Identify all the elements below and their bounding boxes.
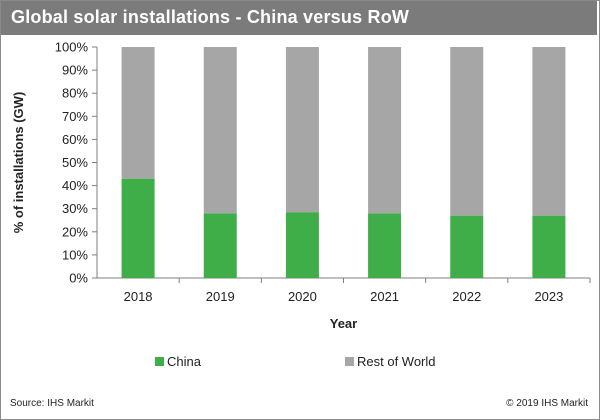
legend-rest-of-world-swatch bbox=[345, 357, 354, 366]
bar-china-2023 bbox=[532, 215, 566, 278]
y-tick-label: 60% bbox=[62, 132, 88, 147]
copyright-note: © 2019 IHS Markit bbox=[506, 398, 588, 409]
x-tick-label-2021: 2021 bbox=[370, 289, 399, 304]
y-tick-label: 70% bbox=[62, 109, 88, 124]
bar-china-2021 bbox=[368, 213, 402, 278]
x-tick-label-2018: 2018 bbox=[124, 289, 153, 304]
y-tick-label: 80% bbox=[62, 86, 88, 101]
legend-china-swatch bbox=[155, 357, 164, 366]
bar-rest-of-world-2023 bbox=[532, 47, 566, 216]
bar-rest-of-world-2020 bbox=[285, 47, 319, 213]
title-bar: Global solar installations - China versu… bbox=[1, 1, 597, 35]
y-tick-label: 40% bbox=[62, 178, 88, 193]
bar-rest-of-world-2021 bbox=[368, 47, 402, 214]
y-tick-label: 50% bbox=[62, 155, 88, 170]
y-tick-label: 90% bbox=[62, 63, 88, 78]
bar-rest-of-world-2018 bbox=[121, 47, 155, 179]
legend-china-label: China bbox=[167, 354, 202, 369]
bar-china-2022 bbox=[450, 215, 484, 278]
chart-title: Global solar installations - China versu… bbox=[11, 7, 410, 27]
bar-rest-of-world-2022 bbox=[450, 47, 484, 216]
y-tick-label: 30% bbox=[62, 201, 88, 216]
x-axis-title: Year bbox=[330, 316, 357, 331]
x-tick-label-2023: 2023 bbox=[534, 289, 563, 304]
bar-rest-of-world-2019 bbox=[203, 47, 237, 214]
y-axis-title: % of installations (GW) bbox=[11, 92, 26, 234]
bar-china-2019 bbox=[203, 213, 237, 278]
y-tick-label: 10% bbox=[62, 247, 88, 262]
y-tick-label: 100% bbox=[55, 40, 89, 55]
x-tick-label-2020: 2020 bbox=[288, 289, 317, 304]
source-note: Source: IHS Markit bbox=[10, 398, 94, 409]
x-tick-label-2022: 2022 bbox=[452, 289, 481, 304]
legend-rest-of-world-label: Rest of World bbox=[357, 354, 436, 369]
bar-china-2020 bbox=[285, 212, 319, 278]
x-tick-label-2019: 2019 bbox=[206, 289, 235, 304]
y-tick-label: 0% bbox=[69, 271, 88, 286]
y-tick-label: 20% bbox=[62, 224, 88, 239]
bar-china-2018 bbox=[121, 178, 155, 278]
